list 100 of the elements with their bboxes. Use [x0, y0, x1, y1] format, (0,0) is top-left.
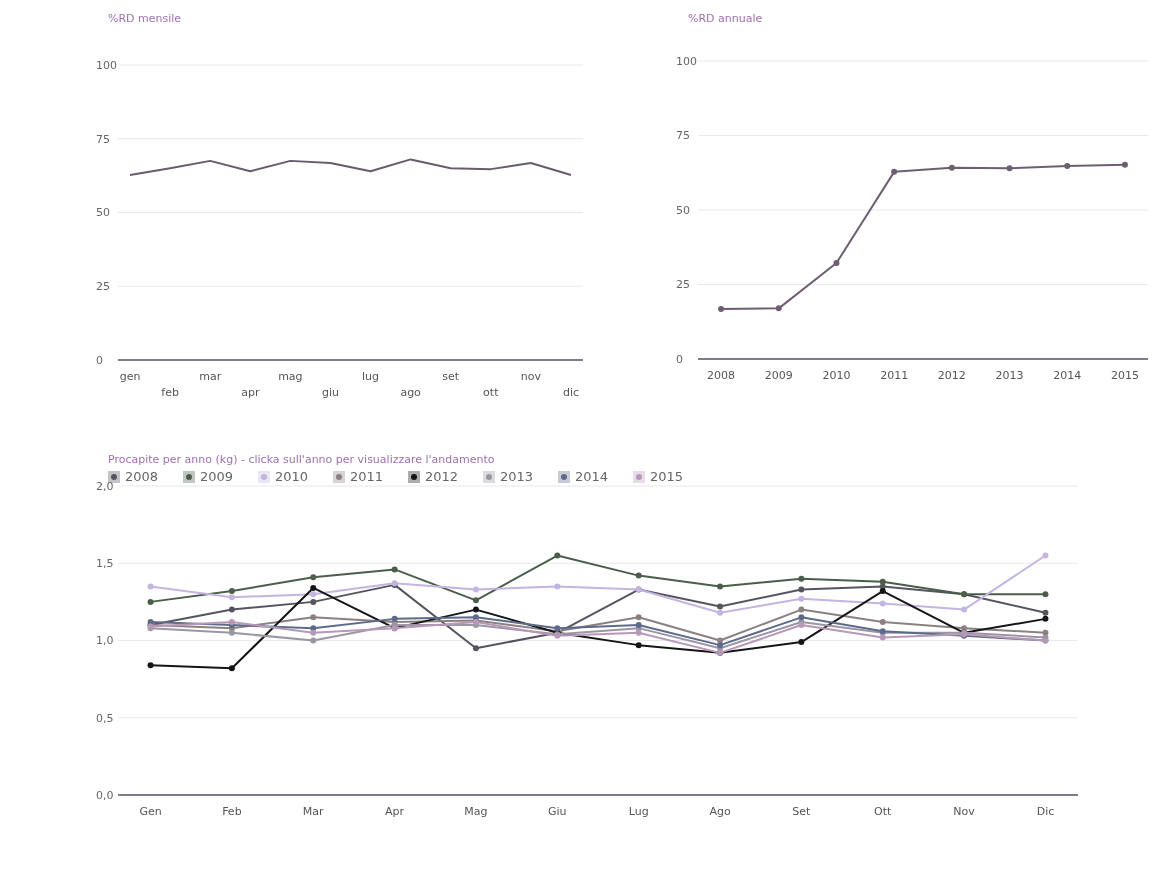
point	[310, 574, 317, 581]
x-tick-label: 2009	[764, 369, 793, 382]
point	[1006, 165, 1013, 172]
y-tick-label: 0	[96, 353, 103, 367]
point	[635, 629, 642, 636]
y-tick-label: 100	[96, 58, 117, 72]
point	[891, 168, 898, 175]
point	[1042, 609, 1049, 616]
point	[310, 584, 317, 591]
y-tick-label: 0	[676, 352, 683, 366]
x-tick-label: Feb	[222, 805, 242, 818]
point	[228, 665, 235, 672]
legend-label: 2008	[125, 469, 159, 484]
x-tick-label: Lug	[628, 805, 649, 818]
point	[554, 552, 561, 559]
point	[1042, 591, 1049, 598]
x-tick-label: giu	[321, 386, 339, 399]
legend-label: 2009	[200, 469, 234, 484]
y-tick-label: 2,0	[96, 479, 114, 493]
point	[635, 614, 642, 621]
x-tick-label: Apr	[385, 805, 405, 818]
point	[1121, 161, 1128, 168]
point	[798, 606, 805, 613]
y-tick-label: 0,0	[96, 788, 114, 802]
point	[635, 642, 642, 649]
y-tick-label: 0,5	[96, 711, 114, 725]
point	[228, 588, 235, 595]
point	[1042, 615, 1049, 622]
point	[879, 588, 886, 595]
x-tick-label: Gen	[139, 805, 162, 818]
point	[798, 622, 805, 629]
point	[310, 629, 317, 636]
x-tick-label: nov	[520, 370, 542, 383]
point	[310, 591, 317, 598]
x-tick-label: Mar	[302, 805, 325, 818]
legend-label: 2015	[650, 469, 684, 484]
point	[310, 625, 317, 632]
point	[775, 305, 782, 312]
x-tick-label: ott	[483, 386, 500, 399]
point	[554, 583, 561, 590]
point	[472, 606, 479, 613]
point	[228, 629, 235, 636]
y-tick-label: 75	[676, 129, 690, 143]
chart-title: %RD mensile	[108, 12, 182, 25]
x-tick-label: 2012	[937, 369, 966, 382]
x-tick-label: mar	[199, 370, 222, 383]
x-tick-label: Nov	[953, 805, 976, 818]
y-tick-label: 50	[676, 203, 690, 217]
x-tick-label: Giu	[548, 805, 567, 818]
y-tick-label: 1,0	[96, 634, 114, 648]
point	[391, 566, 398, 573]
legend-label: 2010	[275, 469, 309, 484]
y-tick-label: 25	[676, 278, 690, 292]
point	[879, 618, 886, 625]
point	[948, 164, 955, 171]
line-series	[129, 158, 572, 177]
point	[635, 572, 642, 579]
point	[472, 586, 479, 593]
x-tick-label: Dic	[1036, 805, 1055, 818]
y-tick-label: 1,5	[96, 557, 114, 571]
x-tick-label: 2014	[1053, 369, 1082, 382]
x-tick-label: 2013	[995, 369, 1024, 382]
point	[310, 637, 317, 644]
point	[833, 260, 840, 267]
chart-title: Procapite per anno (kg) - clicka sull'anno per visualizzare l'andamento	[108, 453, 495, 466]
point	[310, 614, 317, 621]
legend-label: 2013	[500, 469, 534, 484]
point	[147, 662, 154, 669]
point	[961, 625, 968, 632]
x-tick-label: ago	[400, 386, 422, 399]
point	[717, 603, 724, 610]
y-tick-label: 100	[676, 54, 697, 68]
x-tick-label: Mag	[464, 805, 488, 818]
point	[147, 583, 154, 590]
x-tick-label: dic	[562, 386, 580, 399]
point	[228, 606, 235, 613]
point	[717, 583, 724, 590]
legend-label: 2014	[575, 469, 609, 484]
x-tick-label: lug	[362, 370, 380, 383]
point	[310, 598, 317, 605]
y-tick-label: 50	[96, 206, 110, 220]
legend-label: 2011	[350, 469, 384, 484]
x-tick-label: Ott	[874, 805, 893, 818]
x-tick-label: gen	[119, 370, 141, 383]
point	[879, 600, 886, 607]
x-tick-label: Ago	[709, 805, 731, 818]
point	[798, 595, 805, 602]
y-tick-label: 25	[96, 280, 110, 294]
point	[798, 586, 805, 593]
point	[228, 594, 235, 601]
chart-title: %RD annuale	[688, 12, 763, 25]
point	[798, 575, 805, 582]
point	[798, 614, 805, 621]
x-tick-label: 2010	[822, 369, 851, 382]
x-tick-label: apr	[241, 386, 260, 399]
point	[717, 609, 724, 616]
point	[718, 305, 725, 312]
y-tick-label: 75	[96, 132, 110, 146]
x-tick-label: 2011	[880, 369, 909, 382]
point	[1042, 552, 1049, 559]
